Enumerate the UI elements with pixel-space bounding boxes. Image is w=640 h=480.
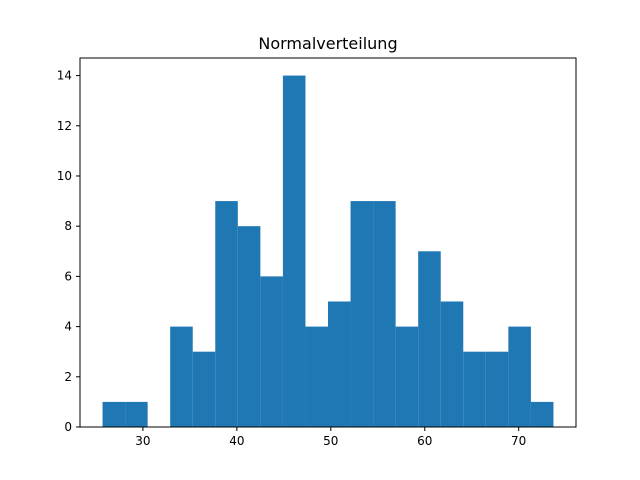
histogram-bar bbox=[305, 326, 328, 427]
histogram-bar bbox=[508, 326, 531, 427]
y-tick-label: 6 bbox=[64, 269, 72, 283]
y-tick-label: 14 bbox=[57, 69, 72, 83]
histogram-bar bbox=[282, 75, 306, 428]
x-tick-label: 30 bbox=[135, 434, 150, 448]
x-tick-label: 40 bbox=[229, 434, 244, 448]
histogram-bar bbox=[125, 401, 148, 427]
histogram-bar bbox=[395, 326, 419, 427]
histogram-bars bbox=[102, 75, 554, 428]
histogram-bar bbox=[102, 401, 126, 427]
y-tick-label: 2 bbox=[64, 370, 72, 384]
histogram-bar bbox=[530, 401, 554, 427]
histogram-bar bbox=[192, 351, 216, 427]
x-tick-label: 70 bbox=[511, 434, 526, 448]
histogram-bar bbox=[170, 326, 193, 427]
x-axis: 30 40 50 60 70 bbox=[135, 427, 526, 448]
y-tick-label: 8 bbox=[64, 219, 72, 233]
histogram-bar bbox=[373, 201, 396, 427]
histogram-bar bbox=[260, 276, 283, 427]
histogram-bar bbox=[237, 226, 261, 427]
chart-title: Normalverteilung bbox=[258, 34, 397, 53]
x-tick-label: 50 bbox=[323, 434, 338, 448]
y-tick-label: 10 bbox=[57, 169, 72, 183]
histogram-bar bbox=[328, 301, 351, 427]
x-tick-label: 60 bbox=[417, 434, 432, 448]
y-axis: 0 2 4 6 8 10 12 14 bbox=[57, 69, 80, 434]
histogram-bar bbox=[350, 201, 374, 427]
y-tick-label: 4 bbox=[64, 320, 72, 334]
plot-frame bbox=[79, 57, 577, 428]
histogram-bar bbox=[463, 351, 486, 427]
histogram-bar bbox=[215, 201, 238, 427]
histogram-bar bbox=[418, 251, 441, 427]
y-tick-label: 12 bbox=[57, 119, 72, 133]
y-tick-label: 0 bbox=[64, 420, 72, 434]
histogram-bar bbox=[440, 301, 464, 427]
histogram-bar bbox=[485, 351, 509, 427]
